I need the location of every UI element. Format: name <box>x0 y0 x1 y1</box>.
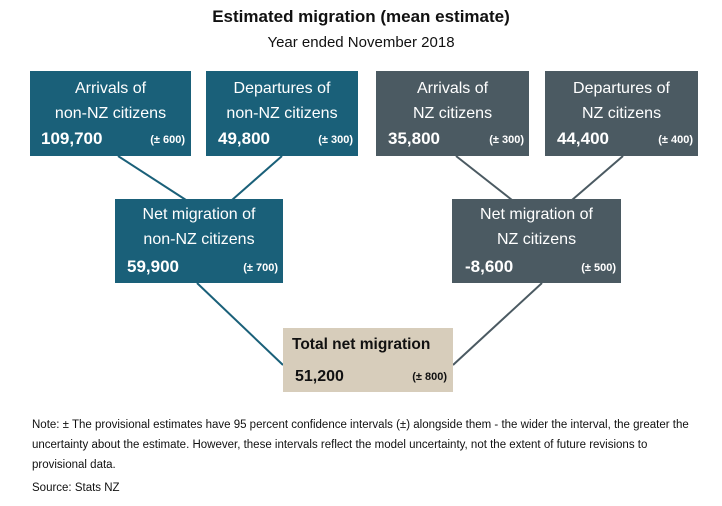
box-label-line1: Arrivals of <box>416 80 489 97</box>
box-ci: (± 500) <box>581 262 616 274</box>
box-value: 59,900 <box>127 257 179 276</box>
box-label: Arrivals of non-NZ citizens <box>30 71 191 126</box>
box-value: -8,600 <box>465 257 514 276</box>
box-total-net-migration: Total net migration 51,200 (± 800) <box>283 328 453 392</box>
connector-departures-non-nz <box>231 155 283 201</box>
box-ci: (± 300) <box>318 134 353 146</box>
box-ci: (± 300) <box>489 134 524 146</box>
box-value: 109,700 <box>41 129 103 148</box>
box-net-nz: Net migration of NZ citizens -8,600 (± 5… <box>452 199 621 283</box>
box-ci: (± 700) <box>243 262 278 274</box>
box-label-line1: Departures of <box>233 80 331 97</box>
box-label-line2: NZ citizens <box>496 231 577 248</box>
footnote: Note: ± The provisional estimates have 9… <box>32 419 689 471</box>
box-label-line1: Arrivals of <box>74 80 147 97</box>
box-label-line2: non-NZ citizens <box>143 231 255 248</box>
box-value: 51,200 <box>295 368 344 385</box>
box-label-line2: non-NZ citizens <box>54 105 167 122</box>
box-label: Departures of NZ citizens <box>545 71 698 126</box>
box-ci: (± 800) <box>412 371 447 383</box>
box-arrivals-nz: Arrivals of NZ citizens 35,800 (± 300) <box>376 71 529 156</box>
box-arrivals-non-nz: Arrivals of non-NZ citizens 109,700 (± 6… <box>30 71 191 156</box>
box-label-line2: NZ citizens <box>412 105 493 122</box>
box-value: 49,800 <box>218 129 270 148</box>
box-label: Arrivals of NZ citizens <box>376 71 529 126</box>
connector-net-nz <box>452 282 543 366</box>
diagram-title: Estimated migration (mean estimate) <box>212 7 510 26</box>
box-value: 35,800 <box>388 129 440 148</box>
box-label-line1: Departures of <box>573 80 670 97</box>
box-ci: (± 600) <box>150 134 185 146</box>
box-label: Net migration of NZ citizens <box>452 199 621 252</box>
connector-arrivals-non-nz <box>117 155 187 201</box>
box-ci: (± 400) <box>658 134 693 146</box>
diagram-subtitle: Year ended November 2018 <box>267 34 455 51</box>
box-label: Net migration of non-NZ citizens <box>115 199 283 252</box>
box-label-line1: Net migration of <box>142 206 256 223</box>
box-label-line1: Net migration of <box>480 206 593 223</box>
box-label-line2: non-NZ citizens <box>226 105 338 122</box>
connector-arrivals-nz <box>455 155 513 201</box>
connector-departures-nz <box>571 155 624 201</box>
box-departures-non-nz: Departures of non-NZ citizens 49,800 (± … <box>206 71 358 156</box>
source-note: Source: Stats NZ <box>32 482 120 494</box>
box-label-line2: NZ citizens <box>581 105 662 122</box>
box-departures-nz: Departures of NZ citizens 44,400 (± 400) <box>545 71 698 156</box>
box-label: Departures of non-NZ citizens <box>206 71 358 126</box>
box-value: 44,400 <box>557 129 609 148</box>
connector-net-non-nz <box>196 282 284 366</box>
box-label: Total net migration <box>292 336 431 353</box>
box-net-non-nz: Net migration of non-NZ citizens 59,900 … <box>115 199 283 283</box>
